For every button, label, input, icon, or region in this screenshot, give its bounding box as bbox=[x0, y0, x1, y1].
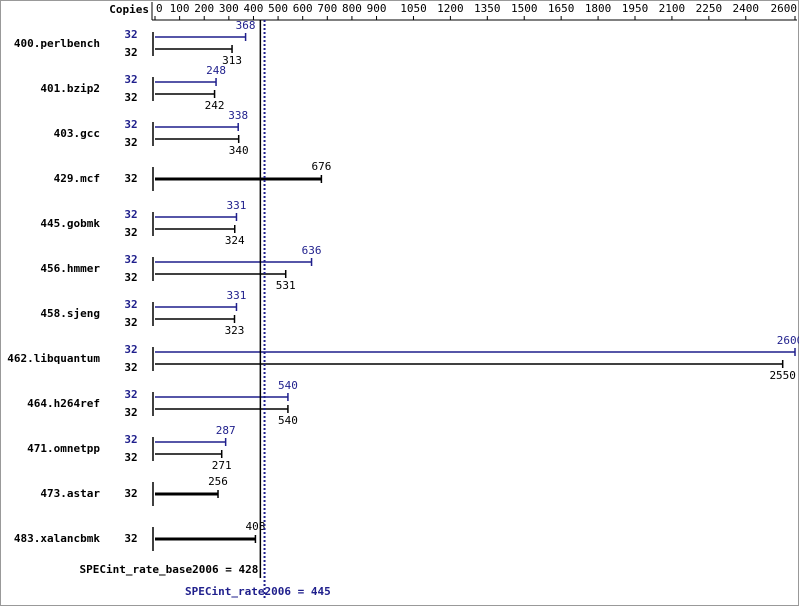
x-tick-label: 1800 bbox=[585, 2, 612, 15]
x-tick-label: 600 bbox=[293, 2, 313, 15]
value-label: 324 bbox=[225, 234, 245, 247]
category-label: 400.perlbench bbox=[14, 37, 100, 50]
reference-label: SPECint_rate_base2006 = 428 bbox=[80, 563, 259, 576]
x-tick-label: 2400 bbox=[733, 2, 760, 15]
x-tick-label: 500 bbox=[268, 2, 288, 15]
copies-label: 32 bbox=[124, 361, 137, 374]
copies-label: 32 bbox=[124, 343, 137, 356]
x-tick-label: 1950 bbox=[622, 2, 649, 15]
copies-label: 32 bbox=[124, 208, 137, 221]
value-label: 242 bbox=[205, 99, 225, 112]
value-label: 676 bbox=[311, 160, 331, 173]
category-label: 462.libquantum bbox=[7, 352, 100, 365]
value-label: 287 bbox=[216, 424, 236, 437]
copies-label: 32 bbox=[124, 91, 137, 104]
copies-label: 32 bbox=[124, 298, 137, 311]
x-tick-label: 0 bbox=[156, 2, 163, 15]
x-tick-label: 1200 bbox=[437, 2, 464, 15]
value-label: 636 bbox=[302, 244, 322, 257]
copies-label: 32 bbox=[124, 226, 137, 239]
copies-label: 32 bbox=[124, 28, 137, 41]
value-label: 331 bbox=[227, 199, 247, 212]
value-label: 271 bbox=[212, 459, 232, 472]
copies-label: 32 bbox=[124, 433, 137, 446]
x-tick-label: 400 bbox=[244, 2, 264, 15]
copies-label: 32 bbox=[124, 253, 137, 266]
value-label: 323 bbox=[225, 324, 245, 337]
category-label: 403.gcc bbox=[54, 127, 100, 140]
x-tick-label: 200 bbox=[194, 2, 214, 15]
category-label: 429.mcf bbox=[54, 172, 100, 185]
copies-label: 32 bbox=[124, 172, 137, 185]
value-label: 256 bbox=[208, 475, 228, 488]
copies-label: 32 bbox=[124, 118, 137, 131]
category-label: 401.bzip2 bbox=[40, 82, 100, 95]
category-label: 483.xalancbmk bbox=[14, 532, 100, 545]
value-label: 531 bbox=[276, 279, 296, 292]
x-tick-label: 1350 bbox=[474, 2, 501, 15]
copies-label: 32 bbox=[124, 136, 137, 149]
value-label: 2550 bbox=[769, 369, 796, 382]
category-label: 473.astar bbox=[40, 487, 100, 500]
category-label: 456.hmmer bbox=[40, 262, 100, 275]
value-label: 331 bbox=[227, 289, 247, 302]
x-tick-label: 300 bbox=[219, 2, 239, 15]
category-label: 458.sjeng bbox=[40, 307, 100, 320]
x-tick-label: 1500 bbox=[511, 2, 538, 15]
copies-label: 32 bbox=[124, 532, 137, 545]
x-tick-label: 800 bbox=[342, 2, 362, 15]
copies-label: 32 bbox=[124, 316, 137, 329]
value-label: 2600 bbox=[777, 334, 799, 347]
x-tick-label: 2100 bbox=[659, 2, 686, 15]
category-label: 464.h264ref bbox=[27, 397, 100, 410]
x-tick-label: 100 bbox=[170, 2, 190, 15]
value-label: 338 bbox=[228, 109, 248, 122]
x-tick-label: 2600 bbox=[771, 2, 798, 15]
value-label: 340 bbox=[229, 144, 249, 157]
reference-label: SPECint_rate2006 = 445 bbox=[185, 585, 331, 598]
copies-label: 32 bbox=[124, 388, 137, 401]
category-label: 445.gobmk bbox=[40, 217, 100, 230]
value-label: 248 bbox=[206, 64, 226, 77]
value-label: 540 bbox=[278, 379, 298, 392]
copies-label: 32 bbox=[124, 46, 137, 59]
x-tick-label: 1650 bbox=[548, 2, 575, 15]
copies-label: 32 bbox=[124, 451, 137, 464]
copies-label: 32 bbox=[124, 487, 137, 500]
copies-label: 32 bbox=[124, 73, 137, 86]
x-tick-label: 1050 bbox=[400, 2, 427, 15]
copies-label: 32 bbox=[124, 271, 137, 284]
value-label: 368 bbox=[236, 19, 256, 32]
x-tick-label: 900 bbox=[367, 2, 387, 15]
copies-header: Copies bbox=[109, 3, 149, 16]
value-label: 313 bbox=[222, 54, 242, 67]
x-tick-label: 2250 bbox=[696, 2, 723, 15]
copies-label: 32 bbox=[124, 406, 137, 419]
category-label: 471.omnetpp bbox=[27, 442, 100, 455]
value-label: 408 bbox=[245, 520, 265, 533]
x-tick-label: 700 bbox=[317, 2, 337, 15]
value-label: 540 bbox=[278, 414, 298, 427]
